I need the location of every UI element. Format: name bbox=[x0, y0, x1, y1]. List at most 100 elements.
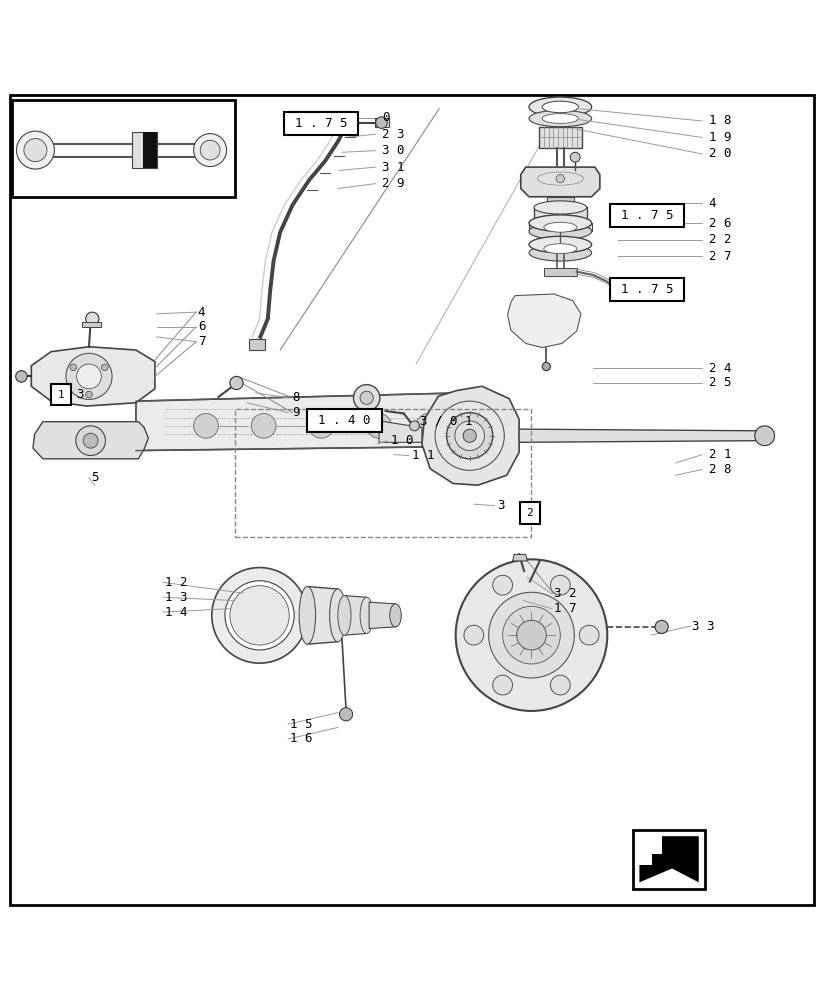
Circle shape bbox=[579, 625, 599, 645]
Circle shape bbox=[367, 413, 391, 438]
Circle shape bbox=[755, 426, 775, 446]
Circle shape bbox=[194, 134, 227, 167]
Text: 1 9: 1 9 bbox=[709, 131, 731, 144]
Polygon shape bbox=[639, 836, 662, 865]
Polygon shape bbox=[508, 294, 581, 348]
Polygon shape bbox=[249, 339, 265, 350]
Ellipse shape bbox=[534, 215, 587, 228]
Circle shape bbox=[550, 675, 570, 695]
Circle shape bbox=[455, 421, 485, 451]
Polygon shape bbox=[639, 836, 699, 882]
Text: 1 7: 1 7 bbox=[554, 602, 576, 615]
Text: 2 9: 2 9 bbox=[382, 177, 405, 190]
Circle shape bbox=[360, 391, 373, 404]
Bar bbox=[610, 204, 684, 227]
Circle shape bbox=[77, 364, 101, 389]
Text: 2 1: 2 1 bbox=[709, 448, 731, 461]
Text: 6: 6 bbox=[198, 320, 205, 333]
Text: 9: 9 bbox=[293, 406, 300, 419]
Text: 1: 1 bbox=[58, 390, 64, 400]
Bar bbox=[12, 100, 235, 197]
Bar bbox=[51, 384, 71, 405]
Circle shape bbox=[517, 620, 546, 650]
Polygon shape bbox=[379, 421, 422, 442]
Text: 1 0: 1 0 bbox=[391, 434, 413, 447]
Circle shape bbox=[230, 586, 289, 645]
Text: 1 . 7 5: 1 . 7 5 bbox=[620, 283, 673, 296]
Bar bbox=[633, 830, 705, 889]
Ellipse shape bbox=[330, 589, 346, 642]
Circle shape bbox=[101, 364, 108, 371]
Polygon shape bbox=[369, 602, 396, 629]
Text: 2 6: 2 6 bbox=[709, 217, 731, 230]
Circle shape bbox=[24, 139, 47, 162]
Text: 7: 7 bbox=[198, 335, 205, 348]
Circle shape bbox=[83, 433, 98, 448]
Circle shape bbox=[86, 391, 92, 398]
Circle shape bbox=[194, 413, 218, 438]
Text: 3: 3 bbox=[77, 388, 84, 401]
Ellipse shape bbox=[299, 587, 316, 644]
Circle shape bbox=[655, 620, 668, 633]
Circle shape bbox=[230, 376, 243, 390]
Ellipse shape bbox=[542, 114, 578, 123]
Text: 2 5: 2 5 bbox=[709, 376, 731, 389]
Circle shape bbox=[456, 559, 607, 711]
Polygon shape bbox=[33, 422, 148, 459]
Text: 1 . 7 5: 1 . 7 5 bbox=[295, 117, 348, 130]
Circle shape bbox=[376, 117, 387, 128]
Polygon shape bbox=[334, 119, 350, 125]
Circle shape bbox=[66, 353, 112, 399]
Bar bbox=[235, 409, 531, 537]
Circle shape bbox=[200, 140, 220, 160]
Circle shape bbox=[76, 426, 105, 456]
Polygon shape bbox=[143, 132, 157, 168]
Text: 3 0: 3 0 bbox=[382, 144, 405, 157]
Text: 3: 3 bbox=[498, 499, 505, 512]
Polygon shape bbox=[534, 207, 587, 221]
Polygon shape bbox=[422, 386, 519, 485]
Circle shape bbox=[493, 675, 513, 695]
Ellipse shape bbox=[529, 110, 592, 127]
Circle shape bbox=[16, 131, 54, 169]
Text: 1 2: 1 2 bbox=[165, 576, 187, 589]
Text: 2 3: 2 3 bbox=[382, 128, 405, 141]
Ellipse shape bbox=[529, 223, 592, 240]
Text: 2 2: 2 2 bbox=[709, 233, 731, 246]
Text: 3 1: 3 1 bbox=[382, 161, 405, 174]
Polygon shape bbox=[519, 429, 758, 442]
Text: 4: 4 bbox=[198, 306, 205, 319]
Polygon shape bbox=[307, 587, 338, 644]
Polygon shape bbox=[136, 393, 470, 451]
Ellipse shape bbox=[390, 604, 401, 627]
Bar bbox=[610, 278, 684, 301]
Text: 2 4: 2 4 bbox=[709, 362, 731, 375]
Circle shape bbox=[463, 429, 476, 442]
Polygon shape bbox=[529, 223, 592, 231]
Circle shape bbox=[489, 592, 574, 678]
Polygon shape bbox=[31, 347, 155, 406]
Text: 1 4: 1 4 bbox=[165, 606, 187, 619]
Circle shape bbox=[550, 575, 570, 595]
Bar bbox=[520, 502, 540, 524]
Ellipse shape bbox=[360, 597, 373, 633]
Circle shape bbox=[225, 581, 294, 650]
Text: 3 3: 3 3 bbox=[692, 620, 714, 633]
Circle shape bbox=[410, 421, 419, 431]
Text: 0: 0 bbox=[382, 111, 390, 124]
Circle shape bbox=[339, 708, 353, 721]
Circle shape bbox=[251, 413, 276, 438]
Ellipse shape bbox=[534, 201, 587, 214]
Text: 1 5: 1 5 bbox=[290, 718, 312, 731]
Circle shape bbox=[493, 575, 513, 595]
Polygon shape bbox=[82, 322, 101, 327]
Text: 5: 5 bbox=[91, 471, 98, 484]
Circle shape bbox=[503, 606, 560, 664]
Ellipse shape bbox=[529, 215, 592, 231]
Text: 2 8: 2 8 bbox=[709, 463, 731, 476]
Text: 1 3: 1 3 bbox=[165, 591, 187, 604]
Text: 2: 2 bbox=[527, 508, 533, 518]
Ellipse shape bbox=[542, 101, 578, 113]
Circle shape bbox=[86, 312, 99, 325]
Polygon shape bbox=[375, 118, 389, 127]
